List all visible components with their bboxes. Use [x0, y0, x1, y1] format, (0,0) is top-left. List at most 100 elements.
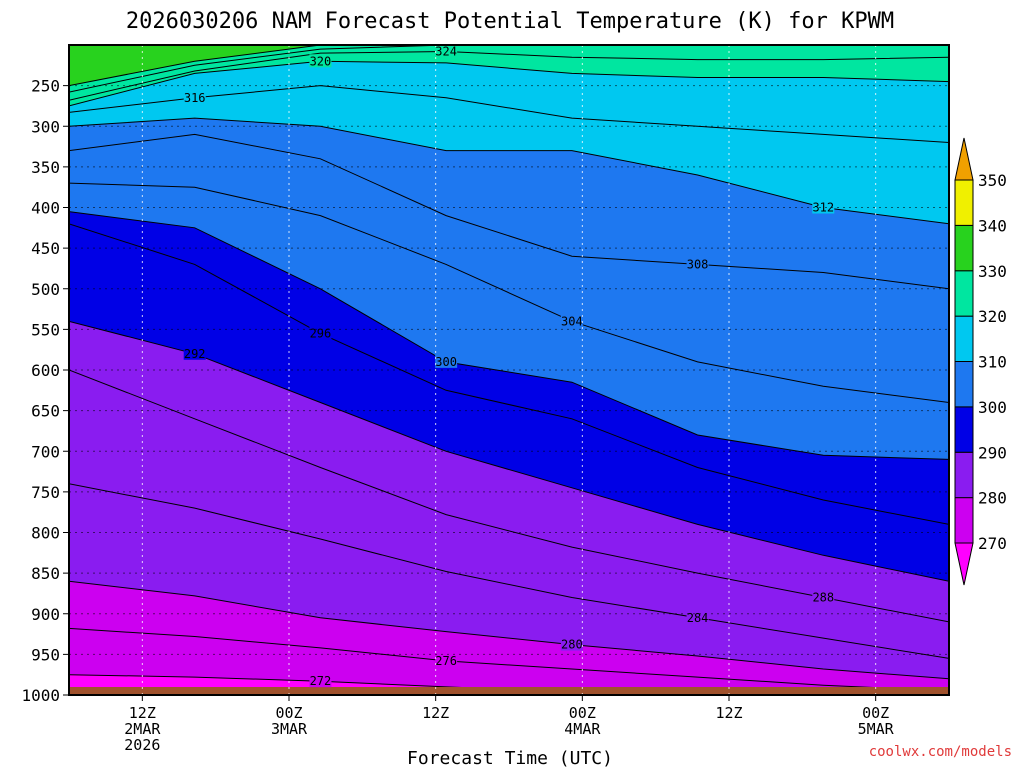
colorbar-label-300: 300: [978, 398, 1007, 417]
y-tick-label-250: 250: [31, 77, 60, 96]
band-fill-320: [69, 45, 949, 106]
colorbar-label-270: 270: [978, 534, 1007, 553]
colorbar-top-arrow: [954, 137, 974, 181]
contour-label-280: 280: [561, 638, 583, 652]
isentrope-296: [69, 223, 949, 525]
y-tick-label-450: 450: [31, 239, 60, 258]
isentrope-276: [69, 627, 949, 692]
colorbar-bottom-arrow: [954, 542, 974, 586]
colorbar-label-280: 280: [978, 489, 1007, 508]
isentrope-304: [69, 182, 949, 403]
colorbar-label-320: 320: [978, 307, 1007, 326]
contour-label-272: 272: [310, 674, 332, 688]
y-tick-label-700: 700: [31, 442, 60, 461]
contour-label-bg-276: [435, 653, 458, 667]
contour-label-bg-304: [560, 314, 583, 328]
contour-label-bg-324: [435, 44, 458, 58]
x-tick-label-0-1: 2MAR: [124, 720, 161, 738]
isentrope-328: [69, 45, 949, 93]
contour-label-bg-296: [309, 326, 332, 340]
colorbar-label-290: 290: [978, 443, 1007, 462]
isentrope-316: [69, 85, 949, 143]
y-tick-label-750: 750: [31, 483, 60, 502]
contour-label-bg-308: [686, 257, 709, 271]
colorbar-segment-310: [954, 315, 974, 362]
x-axis-label: Forecast Time (UTC): [407, 748, 613, 768]
isentrope-324: [69, 50, 949, 101]
colorbar-segment-340: [954, 179, 974, 226]
ground-strip: [69, 687, 949, 695]
isentrope-312: [69, 117, 949, 225]
x-tick-label-24-0: 12Z: [422, 704, 449, 722]
isentrope-292: [69, 320, 949, 582]
isentrope-280: [69, 580, 949, 680]
contour-label-bg-292: [183, 346, 206, 360]
x-tick-label-48-0: 12Z: [715, 704, 742, 722]
y-tick-label-650: 650: [31, 402, 60, 421]
isentrope-308: [69, 133, 949, 290]
y-tick-label-1000: 1000: [21, 686, 60, 705]
x-tick-label-12-1: 3MAR: [271, 720, 308, 738]
x-tick-label-36-1: 4MAR: [564, 720, 601, 738]
isentrope-284: [69, 483, 949, 659]
colorbar: 270 280 290 300 310 320 330 340 350: [954, 137, 1007, 586]
x-tick-label-60-0: 00Z: [862, 704, 889, 722]
colorbar-label-310: 310: [978, 353, 1007, 372]
band-fill-332: [69, 45, 949, 86]
contour-label-304: 304: [561, 314, 583, 328]
y-tick-label-900: 900: [31, 605, 60, 624]
y-tick-label-950: 950: [31, 645, 60, 664]
contour-label-276: 276: [435, 654, 457, 668]
contour-label-308: 308: [687, 257, 709, 271]
contour-label-284: 284: [687, 611, 709, 625]
isentrope-288: [69, 369, 949, 623]
contour-label-bg-320: [309, 54, 332, 68]
isentrope-332: [69, 45, 949, 87]
contour-label-292: 292: [184, 347, 206, 361]
y-tick-label-400: 400: [31, 199, 60, 218]
y-axis: 250 300 350 400 450 500 550 600 650 700 750 800 850 9…: [21, 77, 69, 705]
colorbar-segment-270: [954, 497, 974, 544]
x-tick-label-60-1: 5MAR: [858, 720, 895, 738]
contour-label-312: 312: [812, 201, 834, 215]
contour-label-320: 320: [310, 54, 332, 68]
contour-label-bg-272: [309, 674, 332, 688]
contour-label-bg-288: [812, 590, 835, 604]
colorbar-segment-280: [954, 451, 974, 499]
colorbar-segment-290: [954, 406, 974, 453]
colorbar-label-340: 340: [978, 216, 1007, 235]
colorbar-segment-330: [954, 224, 974, 272]
x-tick-label-0-2: 2026: [124, 736, 160, 754]
contour-label-288: 288: [812, 591, 834, 605]
contour-label-300: 300: [435, 355, 457, 369]
contour-label-bg-284: [686, 610, 709, 624]
y-tick-label-800: 800: [31, 524, 60, 543]
contour-label-bg-312: [812, 200, 835, 214]
chart-title: 2026030206 NAM Forecast Potential Temper…: [126, 9, 894, 34]
y-tick-label-600: 600: [31, 361, 60, 380]
y-tick-label-550: 550: [31, 320, 60, 339]
x-tick-label-36-0: 00Z: [569, 704, 596, 722]
contour-label-bg-300: [435, 354, 458, 368]
plot-overlay: 272 276 280 284 288 292 296 300 304 308 312 316 320 3…: [68, 44, 950, 696]
x-tick-label-0-0: 12Z: [129, 704, 156, 722]
isentrope-320: [69, 60, 949, 107]
y-tick-label-350: 350: [31, 158, 60, 177]
credit-text: coolwx.com/models: [869, 744, 1012, 760]
contour-label-324: 324: [435, 45, 457, 59]
colorbar-label-330: 330: [978, 262, 1007, 281]
contour-label-bg-280: [560, 637, 583, 651]
contour-label-316: 316: [184, 91, 206, 105]
contour-label-bg-316: [183, 90, 206, 104]
y-tick-label-500: 500: [31, 280, 60, 299]
contour-label-296: 296: [310, 326, 332, 340]
x-tick-label-12-0: 00Z: [275, 704, 302, 722]
isentrope-300: [69, 211, 949, 460]
colorbar-segment-300: [954, 361, 974, 408]
colorbar-label-350: 350: [978, 171, 1007, 190]
y-tick-label-850: 850: [31, 564, 60, 583]
colorbar-segment-320: [954, 270, 974, 317]
y-tick-label-300: 300: [31, 117, 60, 136]
